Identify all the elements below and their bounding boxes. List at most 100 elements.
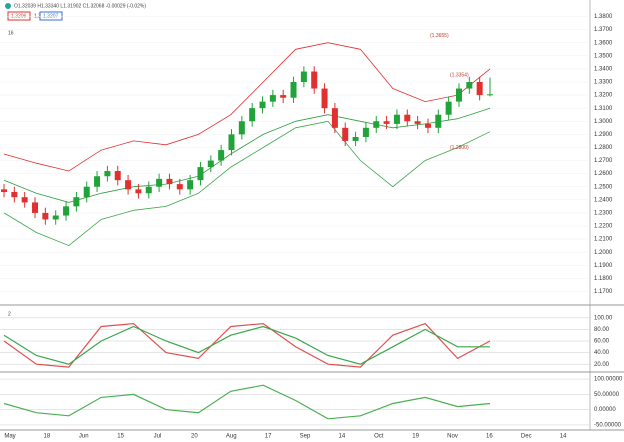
ohlc: O1.32039 H1.33340 L1.31902 C1.32068 -0.0… [14,3,146,9]
x-tick-label: 16 [486,434,493,440]
y-tick-label: -50.00000 [594,423,622,429]
x-tick-label: 18 [44,434,51,440]
candle-body [11,191,18,198]
candle-body [166,178,173,185]
symbol-icon [5,3,11,9]
x-tick-label: 15 [117,434,124,440]
y-tick-label: 80.00 [594,327,610,333]
y-tick-label: 1.2600 [594,171,613,177]
panel-title: 2 [8,311,11,317]
y-tick-label: 1.1800 [594,276,613,282]
x-tick-label: 20 [191,434,198,440]
y-tick-label: 1.2500 [594,184,613,190]
y-tick-label: 1.1700 [594,289,613,295]
x-tick-label: 14 [339,434,346,440]
candle-body [135,189,142,194]
y-tick-label: 1.2400 [594,197,613,203]
candle-body [187,180,194,190]
y-tick-label: 1.2900 [594,132,613,138]
x-tick-label: Nov [447,434,458,440]
y-tick-label: 0.00000 [594,407,616,413]
candle-body [1,189,7,192]
candle-body [455,88,462,102]
bid-box[interactable] [7,11,31,21]
ask-box[interactable] [39,11,63,21]
candle-body [331,108,338,128]
candle-body [218,150,225,161]
x-tick-label: 19 [412,434,419,440]
x-tick-label: Sep [300,434,311,440]
x-tick-label: Jun [79,434,89,440]
candle-body [311,71,318,89]
x-tick-label: 17 [265,434,272,440]
y-tick-label: 40.00 [594,350,610,356]
x-tick-label: 14 [560,434,567,440]
candle-body [114,171,121,181]
candle-body [63,206,70,216]
candle-body [321,88,328,109]
candle-body [207,160,214,168]
y-tick-label: 1.3500 [594,53,613,59]
candle-body [476,82,483,96]
y-tick-label: 100.00 [594,315,613,321]
x-tick-label: Dec [521,434,532,440]
y-tick-label: 1.2300 [594,210,613,216]
y-tick-label: 1.1900 [594,263,613,269]
candle-body [145,186,152,194]
x-tick-label: Oct [374,434,384,440]
candle-body [424,123,431,128]
y-tick-label: 1.3300 [594,80,613,86]
candle-body [52,215,59,220]
candle-body [466,82,473,89]
candle-body [32,202,39,213]
y-tick-label: 1.2200 [594,224,613,230]
y-tick-label: 1.2800 [594,145,613,151]
candle-body [414,121,421,124]
candle-body [300,71,307,82]
candle-body [228,134,235,151]
candle-body [487,94,493,96]
series-line [3,120,491,247]
candle-body [342,127,349,141]
interval: 16 [8,30,14,36]
y-tick-label: 50.00000 [594,392,620,398]
annotation: (1.3354) [450,72,469,78]
candle-body [238,121,245,135]
candle-body [259,101,266,109]
y-tick-label: 1.3400 [594,66,613,72]
candle-body [435,114,442,128]
series-line [3,384,491,420]
candle-body [104,171,111,177]
candle-body [280,95,287,98]
candle-body [445,101,452,115]
x-tick-label: May [4,434,15,440]
series-line [3,107,491,203]
candle-body [176,184,183,190]
y-tick-label: 1.3000 [594,119,613,125]
series-line [3,42,491,172]
y-tick-label: 20.00 [594,362,610,368]
y-tick-label: 100.00000 [594,377,623,383]
candle-body [73,197,80,207]
candle-body [362,127,369,137]
y-tick-label: 1.2000 [594,250,613,256]
candle-body [197,167,204,181]
series-line [3,322,491,368]
y-tick-label: 1.3700 [594,27,613,33]
y-tick-label: 60.00 [594,339,610,345]
candle-body [290,82,297,98]
candle-body [83,186,90,198]
annotation: (1.2800) [450,145,469,151]
annotation: (1.3655) [430,33,449,39]
y-tick-label: 1.2700 [594,158,613,164]
candle-body [21,197,28,203]
candle-body [373,121,380,128]
x-tick-label: Aug [226,434,237,440]
y-tick-label: 1.2100 [594,237,613,243]
candle-body [352,136,359,141]
y-tick-label: 1.3200 [594,93,613,99]
candle-body [393,114,400,124]
y-tick-label: 1.3600 [594,40,613,46]
